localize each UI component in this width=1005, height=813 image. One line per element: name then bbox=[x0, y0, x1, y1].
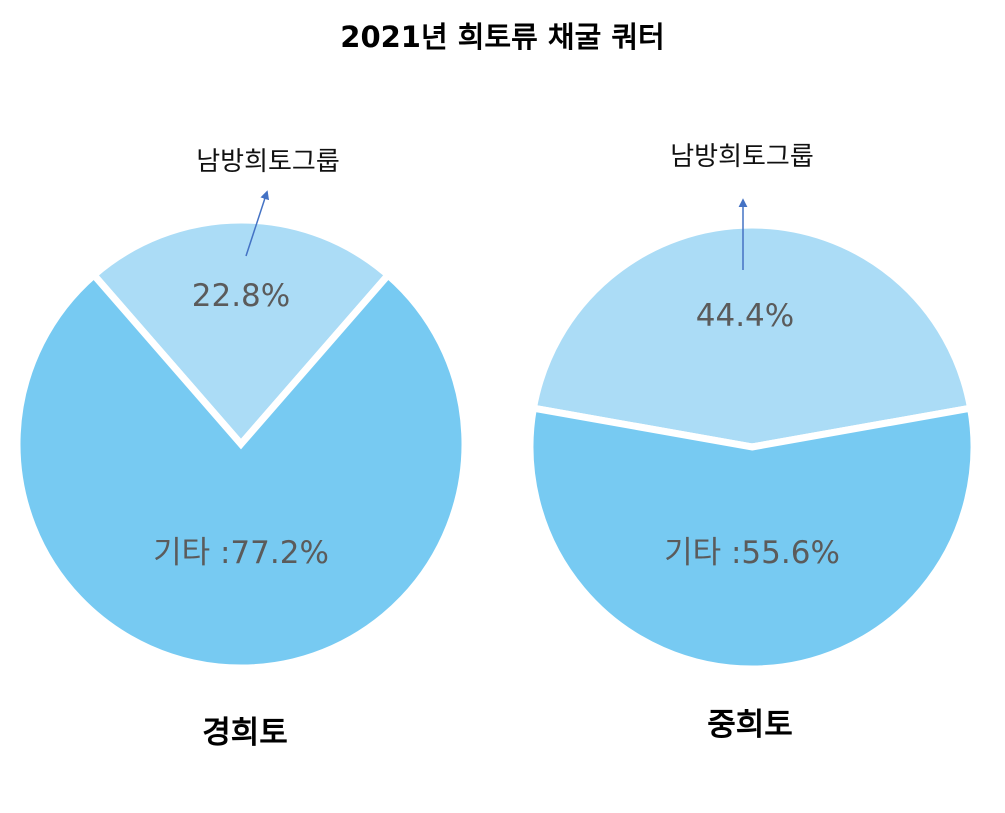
slice-others bbox=[526, 404, 978, 673]
pie-light-rare-earth: 22.8% 기타 :77.2% 남방희토그룹 경희토 bbox=[13, 147, 469, 751]
pie-title: 중희토 bbox=[707, 707, 793, 743]
pie-heavy-rare-earth: 44.4% 기타 :55.6% 남방희토그룹 중희토 bbox=[526, 142, 978, 743]
slice-label-others: 기타 :77.2% bbox=[153, 535, 329, 571]
callout-label: 남방희토그룹 bbox=[196, 147, 340, 177]
callout-arrow bbox=[245, 190, 270, 257]
slice-others bbox=[13, 270, 469, 672]
callout-label: 남방희토그룹 bbox=[670, 142, 814, 172]
slice-label-southern-group: 22.8% bbox=[192, 278, 290, 314]
slice-southern-group bbox=[529, 221, 975, 451]
slice-label-southern-group: 44.4% bbox=[696, 298, 794, 334]
pie-title: 경희토 bbox=[202, 715, 288, 751]
chart-title: 2021년 희토류 채굴 쿼터 bbox=[340, 20, 665, 54]
slice-label-others: 기타 :55.6% bbox=[664, 535, 840, 571]
slice-southern-group bbox=[88, 216, 394, 450]
